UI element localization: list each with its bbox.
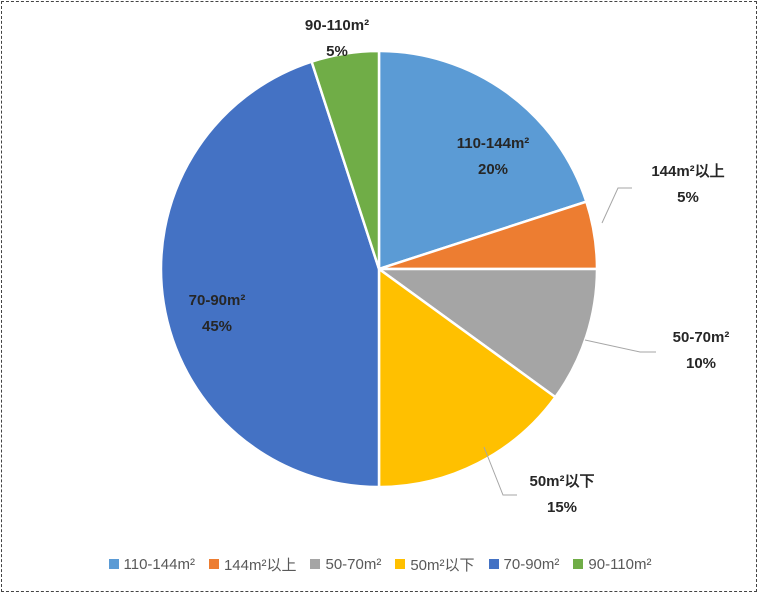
slice-percent-label: 5%	[326, 43, 348, 60]
slice-percent-label: 15%	[547, 499, 577, 516]
slice-category-label: 144m²以上	[651, 163, 724, 180]
legend-label: 50m²以下	[410, 556, 475, 574]
pie-slice	[377, 49, 588, 271]
pie-chart: 110-144m² 20% 144m²以上 5% 50-70m² 10% 50m²以下 15%…	[159, 17, 730, 516]
data-labels: 110-144m² 20% 144m²以上 5% 50-70m² 10% 50m²以下 15%…	[189, 17, 730, 516]
legend-item: 110-144m²	[108, 555, 195, 573]
slice-percent-label: 5%	[677, 189, 699, 206]
slice-category-label: 90-110m²	[305, 17, 369, 34]
legend-item: 144m²以上	[208, 554, 297, 575]
leader-line	[584, 339, 656, 353]
legend-swatch	[310, 559, 321, 569]
legend-swatch	[208, 559, 219, 569]
legend-item: 50m²以下	[395, 554, 475, 575]
legend-swatch	[488, 559, 499, 569]
legend-label: 90-110m²	[588, 555, 652, 573]
legend-item: 90-110m²	[573, 556, 651, 573]
legend-label: 50-70m²	[325, 555, 382, 573]
legend-swatch	[108, 559, 119, 569]
legend-label: 110-144m²	[123, 555, 195, 573]
pie-slices	[159, 49, 599, 489]
legend-item: 70-90m²	[488, 555, 560, 573]
legend-swatch	[573, 559, 584, 569]
pie-slice	[377, 266, 558, 489]
slice-percent-label: 45%	[202, 318, 232, 335]
legend: 110-144m² 144m²以上 50-70m² 50m²以下 70-90m² 90-1…	[0, 553, 760, 575]
slice-category-label: 70-90m²	[189, 292, 246, 309]
slice-category-label: 50m²以下	[529, 473, 594, 490]
pie-slice	[310, 49, 381, 270]
slice-category-label: 50-70m²	[673, 329, 730, 346]
slice-category-label: 110-144m²	[457, 135, 530, 152]
leader-line	[483, 446, 517, 496]
legend-label: 70-90m²	[503, 555, 560, 573]
pie-slice	[375, 267, 599, 399]
leader-lines	[483, 187, 656, 496]
legend-swatch	[395, 559, 406, 569]
slice-percent-label: 20%	[478, 161, 508, 178]
leader-line	[601, 187, 632, 224]
slice-percent-label: 10%	[686, 355, 716, 372]
pie-slice	[159, 60, 381, 489]
legend-label: 144m²以上	[223, 556, 297, 574]
legend-item: 50-70m²	[310, 556, 381, 573]
